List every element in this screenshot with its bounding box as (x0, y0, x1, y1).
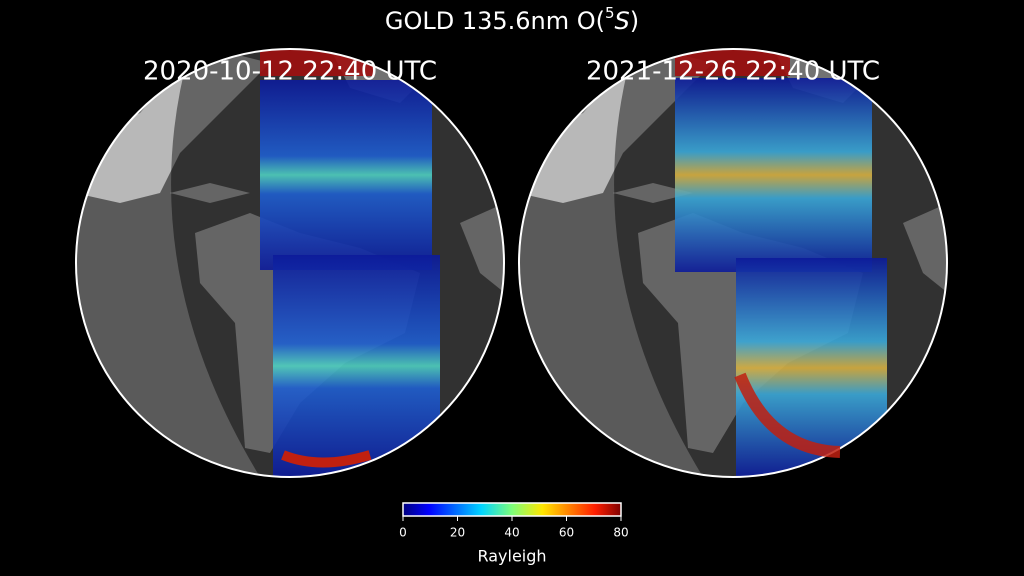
globe-outline (518, 48, 948, 478)
colorbar-tick-label: 20 (450, 526, 465, 540)
globes (75, 48, 948, 478)
colorbar-tick-label: 60 (559, 526, 574, 540)
colorbar-label: Rayleigh (477, 547, 546, 566)
globe (76, 49, 504, 477)
swath (260, 80, 432, 270)
title-italic: S (615, 7, 630, 35)
colorbar-gradient (402, 502, 622, 517)
aurora (281, 450, 372, 468)
land (903, 203, 947, 293)
globe-outline (75, 48, 505, 478)
land (170, 183, 250, 203)
colorbar-tick-label: 40 (504, 526, 519, 540)
panel-label: 2021-12-26 22:40 UTC (586, 57, 880, 87)
globe (519, 49, 947, 477)
title: GOLD 135.6nm O(5S) (385, 4, 639, 36)
colorbar-tick-label: 80 (613, 526, 628, 540)
land (519, 53, 713, 203)
title-text: ) (630, 7, 639, 35)
swath (273, 255, 440, 477)
aurora (734, 372, 841, 458)
land (613, 183, 693, 203)
title-superscript: 5 (605, 4, 615, 22)
swath (675, 78, 872, 272)
panel-label: 2020-10-12 22:40 UTC (143, 57, 437, 87)
land (460, 203, 504, 293)
title-text: GOLD 135.6nm O( (385, 7, 605, 35)
colorbar-tick-label: 0 (399, 526, 407, 540)
land (76, 53, 270, 203)
colorbar: Rayleigh 0 20 40 60 80 (399, 502, 629, 566)
